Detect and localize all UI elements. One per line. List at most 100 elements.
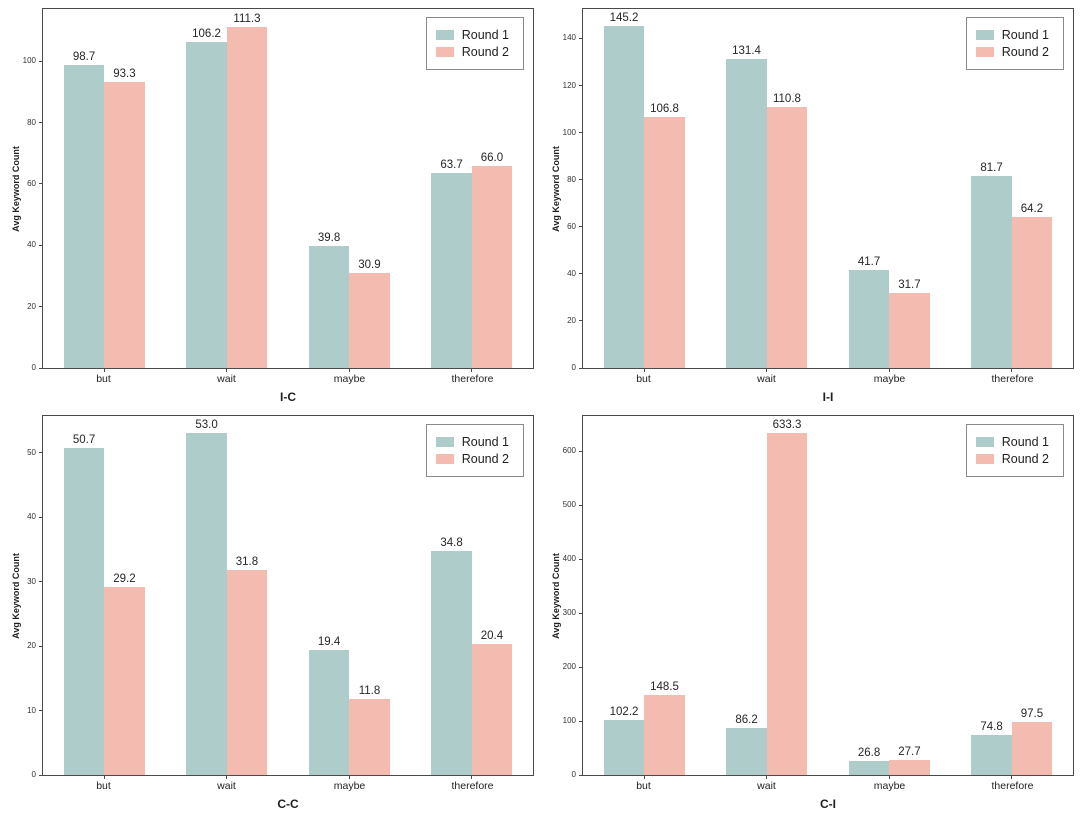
y-tick-label: 20 <box>27 301 36 311</box>
x-tick-mark <box>888 368 890 372</box>
bar-value-label: 97.5 <box>1020 708 1044 721</box>
bar-round-1-wait <box>186 42 227 368</box>
y-tick-mark <box>39 306 43 308</box>
legend-item: Round 1 <box>435 28 509 42</box>
bar-value-label: 50.7 <box>72 434 96 447</box>
bar-round-1-but <box>63 448 105 775</box>
bar-value-label: 131.4 <box>732 44 761 57</box>
bar-round-2-maybe <box>889 293 930 368</box>
plot-area: 0 20 40 60 80 100 98.7 106.2 39.8 63.7 93.3 111.3 30… <box>23 8 534 372</box>
bar-value-label: 110.8 <box>772 93 801 106</box>
y-tick-mark <box>579 37 583 39</box>
bar-value-label: 81.7 <box>980 161 1003 174</box>
y-tick-label: 40 <box>27 240 36 250</box>
bar-value-label: 26.8 <box>857 746 881 759</box>
y-tick-label: 40 <box>27 512 36 522</box>
legend-label: Round 1 <box>461 435 509 449</box>
x-tick-label-but: but <box>636 373 651 385</box>
bar-value-label: 633.3 <box>772 419 802 432</box>
legend-swatch-icon <box>975 437 994 447</box>
plot-area: 0 10 20 30 40 50 50.7 53.0 19.4 34.8 29.2 31.8 11.8 2… <box>27 415 534 779</box>
y-tick-label: 20 <box>27 641 36 651</box>
y-tick-label: 120 <box>562 80 576 90</box>
y-tick-mark <box>579 179 583 181</box>
bar-value-label: 20.4 <box>480 629 504 642</box>
bar-round-1-maybe <box>308 649 350 775</box>
y-tick-mark <box>579 558 583 560</box>
x-tick-mark <box>888 775 890 779</box>
subplot-c-i: Avg Keyword Count 0 100 200 300 400 500 600 102… <box>540 407 1080 814</box>
y-tick-label: 0 <box>571 363 576 372</box>
y-tick-mark <box>39 645 43 647</box>
bar-round-1-but <box>603 719 645 775</box>
y-axis-label: Avg Keyword Count <box>11 552 21 639</box>
y-tick-mark <box>579 85 583 87</box>
bar-round-1-therefore <box>971 734 1012 775</box>
x-tick-label-maybe: maybe <box>333 373 366 385</box>
bar-round-1-wait <box>186 433 227 775</box>
legend-item: Round 1 <box>975 435 1049 449</box>
legend-item: Round 2 <box>435 452 509 466</box>
x-tick-mark <box>766 775 768 779</box>
subplot-title: I-C <box>280 390 296 404</box>
subplot-c-c: Avg Keyword Count 0 10 20 30 40 50 50.7 53.0 19.… <box>0 407 540 814</box>
x-tick-label-wait: wait <box>757 780 776 792</box>
y-tick-label: 80 <box>27 117 36 127</box>
bar-value-label: 86.2 <box>735 714 758 727</box>
y-tick-label: 30 <box>27 576 36 586</box>
x-tick-mark <box>348 775 350 779</box>
x-tick-mark <box>766 368 768 372</box>
x-tick-label-but: but <box>636 780 651 792</box>
bar-value-label: 39.8 <box>317 231 341 244</box>
bar-value-label: 106.8 <box>650 102 679 115</box>
plot-area: 0 100 200 300 400 500 600 102.2 86.2 26.8 74.8 148.… <box>563 415 1074 779</box>
legend-item: Round 2 <box>435 45 509 59</box>
bar-value-label: 31.7 <box>898 279 921 292</box>
x-tick-mark <box>643 368 645 372</box>
bar-value-label: 31.8 <box>235 556 259 569</box>
legend-swatch-icon <box>435 437 454 447</box>
y-tick-mark <box>579 226 583 228</box>
subplot-i-i: Avg Keyword Count 0 20 40 60 80 100 120 140 145.… <box>540 0 1080 407</box>
legend: Round 1 Round 2 <box>425 17 524 70</box>
bar-value-label: 27.7 <box>898 746 921 759</box>
bar-value-label: 63.7 <box>440 158 463 171</box>
x-tick-mark <box>471 775 473 779</box>
legend-item: Round 2 <box>975 452 1049 466</box>
bar-round-1-maybe <box>848 269 890 368</box>
y-tick-label: 0 <box>571 770 576 779</box>
bar-round-2-wait <box>766 433 808 775</box>
y-tick-mark <box>579 450 583 452</box>
bar-value-label: 111.3 <box>233 12 261 25</box>
y-tick-mark <box>39 367 43 369</box>
y-tick-mark <box>579 132 583 134</box>
bar-round-2-wait <box>226 26 268 368</box>
bar-value-label: 29.2 <box>113 572 136 585</box>
legend-item: Round 1 <box>975 28 1049 42</box>
legend-item: Round 2 <box>975 45 1049 59</box>
y-tick-label: 500 <box>562 500 576 510</box>
bar-round-2-therefore <box>1011 722 1053 775</box>
legend-swatch-icon <box>975 47 994 57</box>
y-axis-label: Avg Keyword Count <box>551 145 561 232</box>
x-tick-mark <box>226 775 228 779</box>
y-tick-mark <box>579 504 583 506</box>
bar-round-2-but <box>104 586 145 775</box>
y-tick-mark <box>39 710 43 712</box>
bar-round-2-therefore <box>1011 216 1053 368</box>
y-tick-mark <box>579 320 583 322</box>
x-tick-mark <box>1011 368 1013 372</box>
x-tick-label-maybe: maybe <box>333 780 366 792</box>
y-tick-mark <box>579 273 583 275</box>
bar-value-label: 66.0 <box>480 151 504 164</box>
y-tick-mark <box>579 720 583 722</box>
bar-round-1-wait <box>726 728 767 775</box>
bar-round-1-therefore <box>431 172 472 368</box>
plot-area: 0 20 40 60 80 100 120 140 145.2 131.4 41.7 81.7 106.… <box>563 8 1074 372</box>
y-tick-label: 200 <box>562 662 576 672</box>
bar-round-1-maybe <box>848 760 890 775</box>
x-tick-label-wait: wait <box>217 373 236 385</box>
subplot-title: C-I <box>820 797 836 811</box>
bar-value-label: 30.9 <box>358 259 381 272</box>
y-tick-label: 40 <box>567 268 576 278</box>
